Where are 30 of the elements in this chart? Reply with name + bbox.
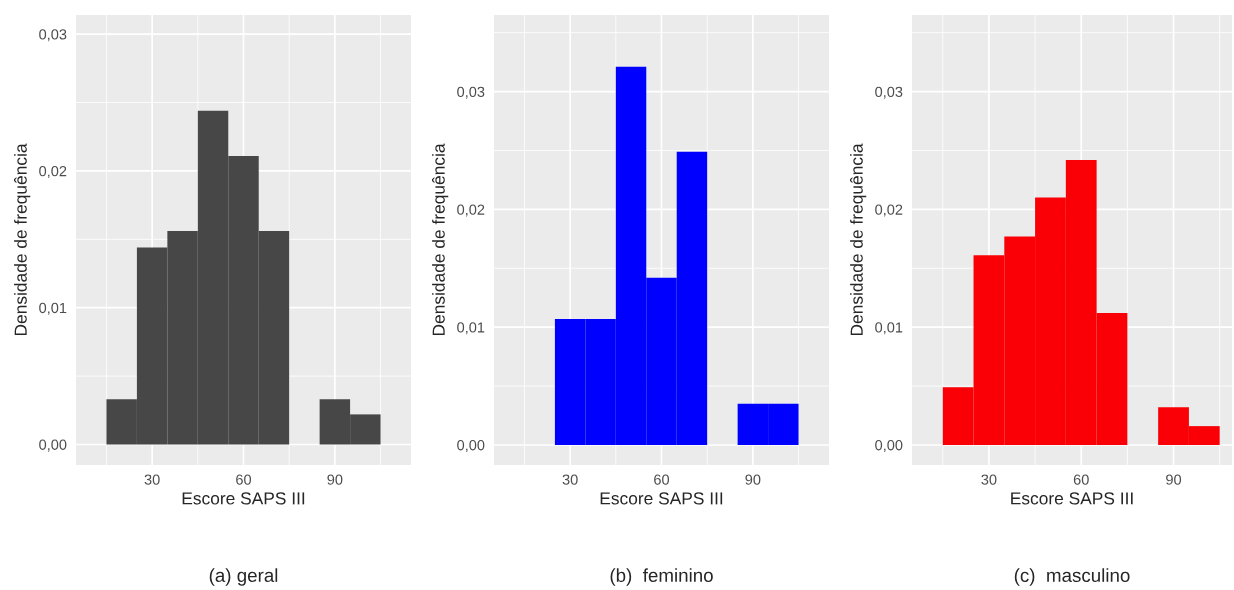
y-axis-title: Densidade de frequência — [432, 143, 449, 336]
x-tick-label: 30 — [144, 474, 160, 485]
y-tick-label: 0,03 — [457, 86, 485, 99]
x-axis-title: Escore SAPS III — [1011, 492, 1133, 505]
y-tick-label: 0,02 — [875, 204, 903, 217]
x-axis-title: Escore SAPS III — [600, 492, 723, 505]
y-tick-label: 0,01 — [457, 322, 485, 335]
x-tick-label: 60 — [1073, 474, 1089, 485]
y-axis-title: Densidade de frequência — [14, 143, 31, 336]
x-tick-label: 90 — [327, 474, 343, 485]
y-tick-label: 0,01 — [39, 302, 67, 315]
x-axis-title: Escore SAPS III — [182, 492, 305, 505]
y-tick-label: 0,01 — [875, 322, 903, 335]
text: (b) feminino — [610, 568, 713, 586]
y-tick-label: 0,03 — [875, 86, 903, 99]
x-tick-label: 60 — [236, 474, 252, 485]
y-tick-label: 0,00 — [39, 439, 67, 452]
x-tick-label: 90 — [1166, 474, 1182, 485]
y-tick-label: 0,03 — [39, 29, 67, 42]
y-axis-title: Densidade de frequência — [850, 143, 867, 336]
y-tick-label: 0,00 — [457, 440, 485, 453]
text: (c) masculino — [1014, 568, 1130, 586]
x-tick-label: 90 — [745, 474, 761, 485]
x-tick-label: 60 — [654, 474, 670, 485]
y-tick-label: 0,00 — [875, 440, 903, 453]
x-tick-label: 30 — [981, 474, 997, 485]
x-tick-label: 30 — [562, 474, 578, 485]
y-tick-label: 0,02 — [457, 204, 485, 217]
y-tick-label: 0,02 — [39, 166, 67, 179]
text: (a) geral — [209, 568, 278, 586]
